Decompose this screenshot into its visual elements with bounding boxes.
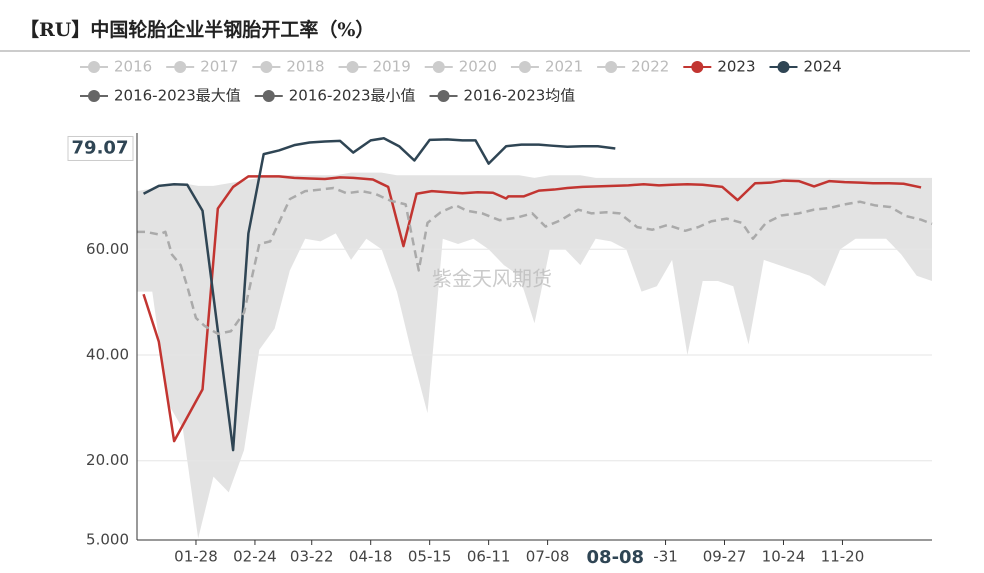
legend-label: 2024 — [804, 58, 842, 76]
legend-item[interactable]: 2016-2023均值 — [429, 87, 576, 105]
legend-icon-dot — [437, 90, 450, 102]
legend-icon-dot — [88, 61, 100, 73]
legend-label: 2016-2023均值 — [464, 87, 576, 105]
chart-title: 【RU】中国轮胎企业半钢胎开工率（%） — [20, 18, 374, 41]
legend-icon-dot — [691, 61, 704, 73]
series-line — [142, 175, 922, 443]
mean-line — [137, 186, 933, 336]
legend-icon-dot — [88, 90, 100, 102]
x-tick-label: 04-18 — [349, 548, 393, 566]
x-tick-label: 05-15 — [408, 548, 452, 566]
x-tick-label: 02-24 — [233, 548, 277, 566]
y-tick-label: 5.000 — [86, 531, 129, 549]
legend-item[interactable]: 2016 — [80, 58, 152, 76]
legend-label: 2018 — [286, 58, 324, 76]
legend-item[interactable]: 2019 — [338, 58, 411, 76]
y-tick-label: 60.00 — [86, 240, 129, 258]
x-tick-label: 07-08 — [526, 548, 570, 566]
legend-icon-dot — [346, 61, 359, 73]
highlight-x-label: 08-08 — [587, 547, 645, 568]
y-tick-label: 40.00 — [86, 346, 129, 364]
x-tick-label: 11-20 — [821, 548, 865, 566]
plot-area: 5.000 20.00 40.00 60.00 紫金天风期货 01-28 02-24 03-2… — [67, 133, 933, 573]
legend-label: 2020 — [459, 58, 497, 76]
legend-label: 2021 — [545, 58, 583, 76]
series-line — [142, 137, 616, 452]
legend-icon-dot — [518, 61, 531, 73]
legend-label: 2017 — [200, 58, 238, 76]
legend-label: 2016 — [114, 58, 152, 76]
legend-label: 2022 — [631, 58, 669, 76]
legend-item[interactable]: 2021 — [510, 58, 583, 76]
legend-label: 2016-2023最大值 — [114, 87, 241, 105]
legend-icon-dot — [260, 61, 273, 73]
x-tick-label: 06-11 — [467, 548, 511, 566]
y-tick-label: 20.00 — [86, 451, 129, 469]
x-tick-label: 03-22 — [290, 548, 334, 566]
highlight-y-box — [67, 135, 134, 161]
legend[interactable]: 2016 2017 2018 2019 2020 2021 2022 2023 2024 2016… — [80, 58, 842, 105]
highlight-x-bg — [583, 545, 648, 573]
x-tick-label: 09-27 — [703, 548, 747, 566]
legend-icon-dot — [174, 61, 187, 73]
min-band — [137, 233, 932, 540]
legend-label: 2019 — [373, 58, 411, 76]
legend-label: 2023 — [717, 58, 755, 76]
legend-icon-dot — [432, 61, 445, 73]
legend-item[interactable]: 2017 — [166, 58, 238, 76]
legend-label: 2016-2023最小值 — [289, 87, 416, 105]
legend-item[interactable]: 2023 — [683, 58, 756, 76]
x-tick-label: 01-28 — [174, 548, 218, 566]
legend-icon-dot — [605, 61, 618, 73]
highlight-y-label: 79.07 — [72, 137, 129, 158]
legend-icon-dot — [262, 90, 275, 102]
x-tick-label: 10-24 — [762, 548, 806, 566]
legend-item[interactable]: 2022 — [597, 58, 669, 76]
legend-item[interactable]: 2016-2023最大值 — [80, 87, 241, 105]
legend-item[interactable]: 2016-2023最小值 — [254, 87, 416, 105]
legend-item[interactable]: 2020 — [424, 58, 497, 76]
watermark: 紫金天风期货 — [432, 267, 552, 291]
legend-icon-dot — [777, 61, 790, 73]
legend-item[interactable]: 2024 — [769, 58, 842, 76]
legend-item[interactable]: 2018 — [252, 58, 325, 76]
x-tick-label: -31 — [653, 548, 678, 566]
